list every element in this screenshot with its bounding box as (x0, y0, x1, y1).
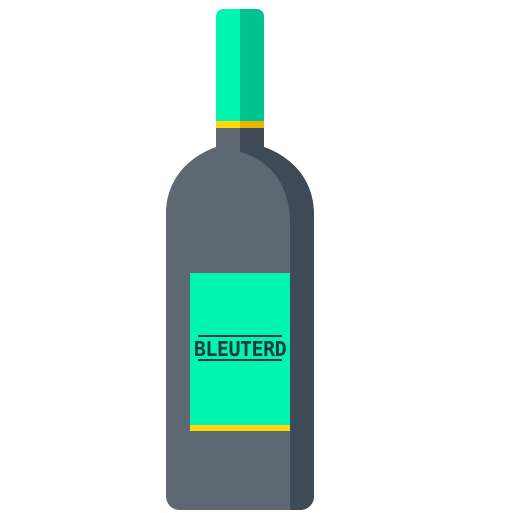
bottle-label (190, 273, 290, 425)
bottle-shade (240, 128, 314, 510)
bottle-cap-shade (240, 9, 264, 121)
neck-band-shade (240, 121, 264, 128)
label-brand-text: BLEUTERD (194, 337, 287, 361)
bottle-label-band (190, 425, 290, 431)
label-bottom-rule (198, 359, 282, 361)
label-top-rule (198, 335, 282, 337)
